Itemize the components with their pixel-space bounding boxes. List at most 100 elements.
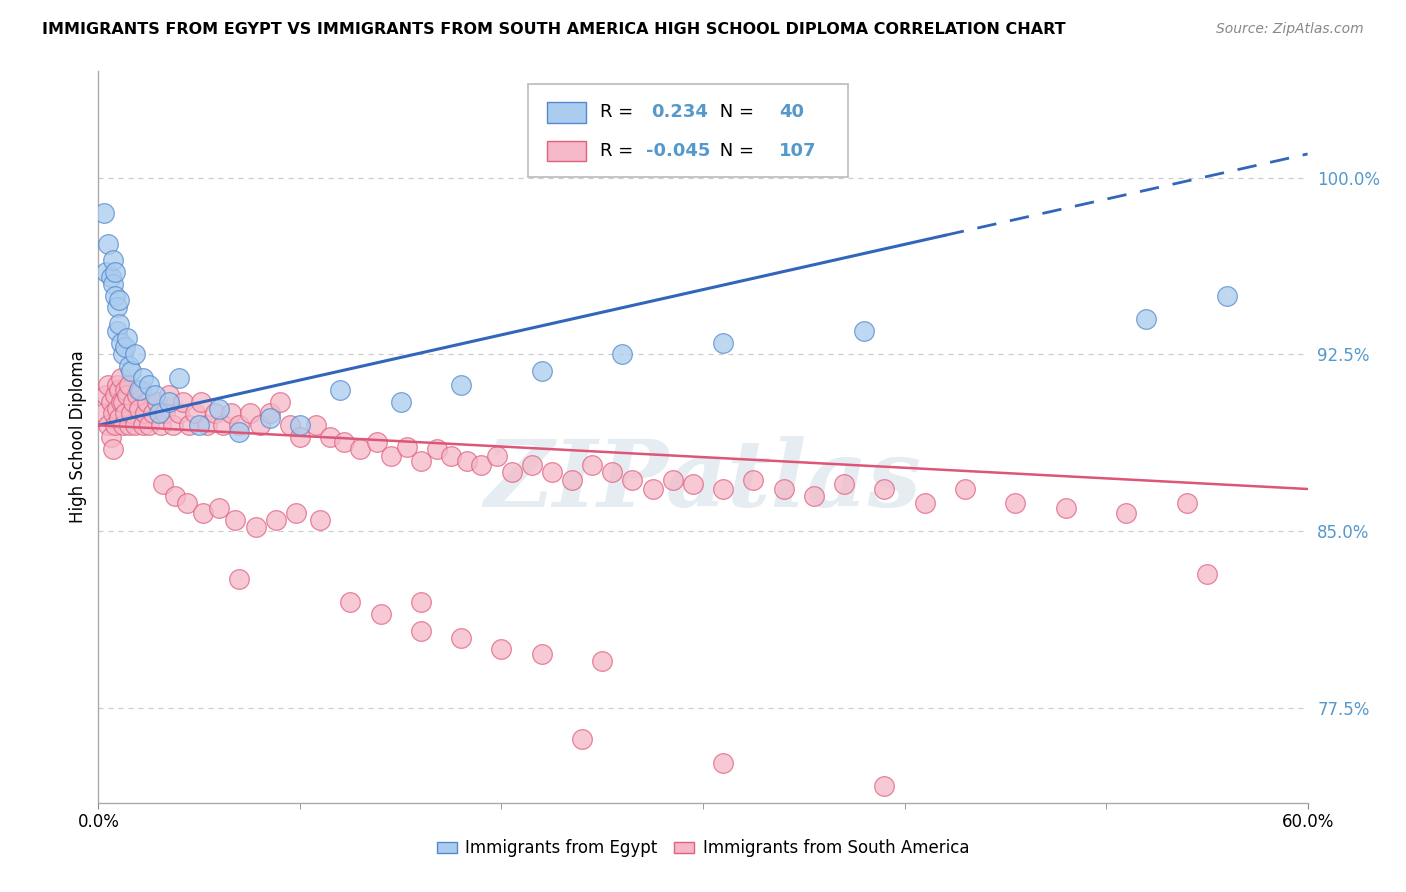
Point bbox=[107, 383, 129, 397]
Point bbox=[641, 482, 664, 496]
Point bbox=[284, 506, 307, 520]
Point bbox=[682, 477, 704, 491]
Point bbox=[142, 407, 165, 421]
Point bbox=[621, 473, 644, 487]
Point bbox=[456, 453, 478, 467]
Point bbox=[172, 394, 194, 409]
Point bbox=[100, 430, 122, 444]
Point bbox=[711, 482, 734, 496]
Point bbox=[110, 394, 132, 409]
Point bbox=[228, 418, 250, 433]
Point bbox=[1004, 496, 1026, 510]
Point bbox=[1216, 288, 1239, 302]
Point bbox=[602, 466, 624, 480]
Point bbox=[1175, 496, 1198, 510]
Point bbox=[157, 394, 180, 409]
Point bbox=[366, 434, 388, 449]
Point bbox=[128, 401, 150, 416]
Point bbox=[591, 654, 613, 668]
Point bbox=[380, 449, 402, 463]
Point bbox=[121, 394, 143, 409]
Point bbox=[540, 466, 562, 480]
Point bbox=[470, 458, 492, 473]
Point bbox=[110, 335, 132, 350]
Point bbox=[612, 347, 634, 361]
Point bbox=[264, 513, 287, 527]
Text: IMMIGRANTS FROM EGYPT VS IMMIGRANTS FROM SOUTH AMERICA HIGH SCHOOL DIPLOMA CORRE: IMMIGRANTS FROM EGYPT VS IMMIGRANTS FROM… bbox=[42, 22, 1066, 37]
Point bbox=[118, 359, 141, 374]
Point bbox=[124, 418, 146, 433]
Point bbox=[288, 418, 311, 433]
FancyBboxPatch shape bbox=[527, 84, 848, 178]
Point bbox=[370, 607, 392, 621]
Point bbox=[163, 489, 186, 503]
Point bbox=[288, 430, 311, 444]
Point bbox=[208, 500, 231, 515]
Point bbox=[772, 482, 794, 496]
Point bbox=[661, 473, 683, 487]
Point bbox=[873, 482, 896, 496]
Text: R =: R = bbox=[600, 142, 640, 160]
Point bbox=[221, 407, 243, 421]
Point bbox=[195, 418, 218, 433]
Point bbox=[96, 265, 118, 279]
Point bbox=[101, 277, 124, 291]
Point bbox=[530, 647, 553, 661]
Point bbox=[105, 378, 128, 392]
Point bbox=[561, 473, 583, 487]
Point bbox=[188, 418, 211, 433]
Legend: Immigrants from Egypt, Immigrants from South America: Immigrants from Egypt, Immigrants from S… bbox=[430, 832, 976, 864]
Point bbox=[853, 324, 876, 338]
Point bbox=[179, 418, 201, 433]
Point bbox=[184, 407, 207, 421]
Point bbox=[742, 473, 765, 487]
Point bbox=[259, 411, 281, 425]
Point bbox=[245, 520, 267, 534]
Point bbox=[329, 383, 352, 397]
Point bbox=[389, 394, 412, 409]
Point bbox=[305, 418, 328, 433]
Text: 0.234: 0.234 bbox=[651, 103, 707, 121]
FancyBboxPatch shape bbox=[547, 102, 586, 122]
Point bbox=[204, 407, 226, 421]
Point bbox=[208, 401, 231, 416]
Point bbox=[339, 595, 361, 609]
Point bbox=[115, 387, 138, 401]
Point bbox=[153, 407, 176, 421]
Point bbox=[129, 383, 152, 397]
Point bbox=[486, 449, 509, 463]
Point bbox=[711, 756, 734, 770]
Point bbox=[409, 595, 432, 609]
Point bbox=[97, 378, 120, 392]
Point bbox=[105, 324, 128, 338]
Point bbox=[135, 394, 157, 409]
Point bbox=[1195, 566, 1218, 581]
Point bbox=[103, 288, 125, 302]
Point bbox=[309, 513, 332, 527]
Point bbox=[491, 642, 513, 657]
Point bbox=[138, 418, 160, 433]
Point bbox=[101, 442, 124, 456]
Point bbox=[1115, 506, 1137, 520]
Point bbox=[107, 317, 129, 331]
Point bbox=[190, 394, 212, 409]
Point bbox=[501, 466, 523, 480]
Text: 40: 40 bbox=[779, 103, 804, 121]
Point bbox=[426, 442, 449, 456]
Point bbox=[107, 293, 129, 308]
Point bbox=[224, 513, 246, 527]
Point bbox=[239, 407, 262, 421]
Point bbox=[278, 418, 301, 433]
Point bbox=[120, 364, 142, 378]
Text: N =: N = bbox=[714, 142, 759, 160]
Point bbox=[803, 489, 825, 503]
Point bbox=[93, 206, 115, 220]
Point bbox=[143, 387, 166, 401]
Point bbox=[111, 394, 134, 409]
Point bbox=[581, 458, 603, 473]
Point bbox=[409, 624, 432, 638]
Point bbox=[128, 383, 150, 397]
Point bbox=[395, 440, 418, 454]
Point bbox=[96, 387, 118, 401]
Point bbox=[259, 407, 281, 421]
